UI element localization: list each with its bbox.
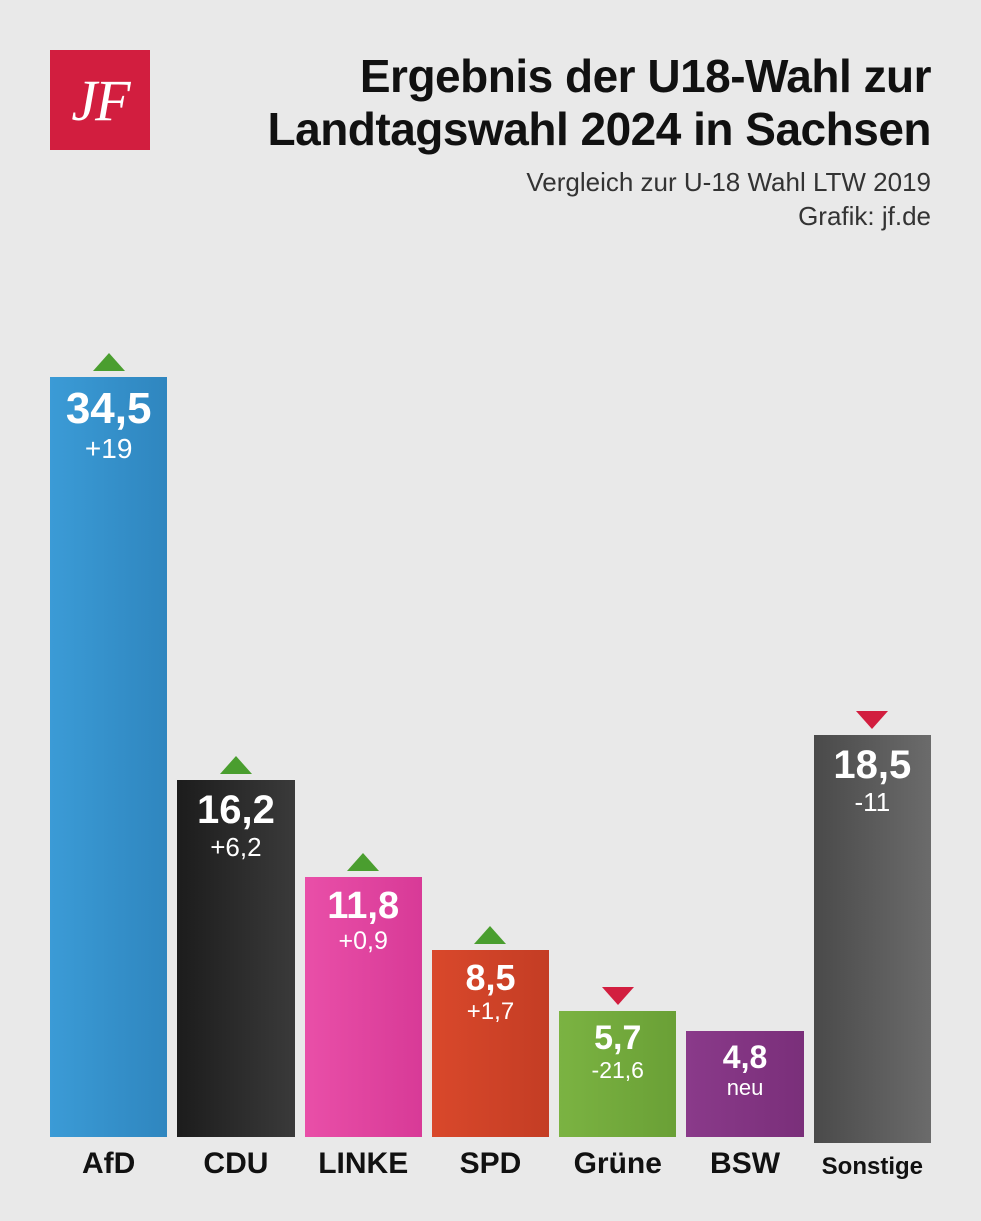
bar: 4,8 neu (686, 1031, 803, 1137)
chart-subtitle: Vergleich zur U-18 Wahl LTW 2019 Grafik:… (180, 166, 931, 234)
bar-change: +6,2 (210, 834, 261, 860)
bar: 34,5 +19 (50, 377, 167, 1137)
bar: 5,7 -21,6 (559, 1011, 676, 1137)
trend-down-icon (602, 987, 634, 1005)
trend-up-icon (347, 853, 379, 871)
bar-value: 34,5 (66, 387, 152, 431)
bar-value: 8,5 (465, 960, 515, 996)
bar-value: 16,2 (197, 790, 275, 830)
chart-container: JF Ergebnis der U18-Wahl zur Landtagswah… (0, 0, 981, 1221)
bar-chart: 34,5 +19 AfD 16,2 +6,2 CDU 11,8 +0,9 LINKE 8,5 +1,… (50, 293, 931, 1181)
bar-column: 5,7 -21,6 Grüne (559, 987, 676, 1181)
bar-label: BSW (710, 1147, 780, 1181)
bar-label: AfD (82, 1147, 135, 1181)
header: JF Ergebnis der U18-Wahl zur Landtagswah… (50, 50, 931, 233)
bar-value: 4,8 (723, 1041, 767, 1073)
subtitle-line-1: Vergleich zur U-18 Wahl LTW 2019 (180, 166, 931, 200)
bar: 8,5 +1,7 (432, 950, 549, 1137)
bar-label: CDU (203, 1147, 268, 1181)
trend-down-icon (856, 711, 888, 729)
bar-change: -11 (855, 789, 891, 815)
bar-column: 8,5 +1,7 SPD (432, 926, 549, 1181)
logo-text: JF (71, 67, 128, 134)
subtitle-line-2: Grafik: jf.de (180, 200, 931, 234)
bar-change: +0,9 (339, 929, 388, 954)
bar-column: 4,8 neu BSW (686, 1007, 803, 1181)
bar-label: SPD (460, 1147, 522, 1181)
jf-logo: JF (50, 50, 150, 150)
bar: 11,8 +0,9 (305, 877, 422, 1137)
bar-column: 34,5 +19 AfD (50, 353, 167, 1181)
bar-column: 16,2 +6,2 CDU (177, 756, 294, 1181)
bar-change: neu (727, 1077, 764, 1099)
bar: 16,2 +6,2 (177, 780, 294, 1137)
bar-column: 11,8 +0,9 LINKE (305, 853, 422, 1181)
trend-up-icon (220, 756, 252, 774)
bar-label: Sonstige (822, 1153, 923, 1181)
title-block: Ergebnis der U18-Wahl zur Landtagswahl 2… (180, 50, 931, 233)
trend-up-icon (93, 353, 125, 371)
bar-value: 18,5 (833, 745, 911, 785)
bar-column: 18,5 -11 Sonstige (814, 711, 931, 1181)
chart-title: Ergebnis der U18-Wahl zur Landtagswahl 2… (180, 50, 931, 156)
bar-change: -21,6 (592, 1059, 644, 1082)
bar-change: +19 (85, 435, 133, 463)
trend-up-icon (474, 926, 506, 944)
bar-label: LINKE (318, 1147, 408, 1181)
bar-value: 11,8 (327, 887, 399, 925)
bar-change: +1,7 (467, 1000, 514, 1024)
bar-label: Grüne (574, 1147, 662, 1181)
bar-value: 5,7 (594, 1021, 641, 1055)
bar: 18,5 -11 (814, 735, 931, 1143)
